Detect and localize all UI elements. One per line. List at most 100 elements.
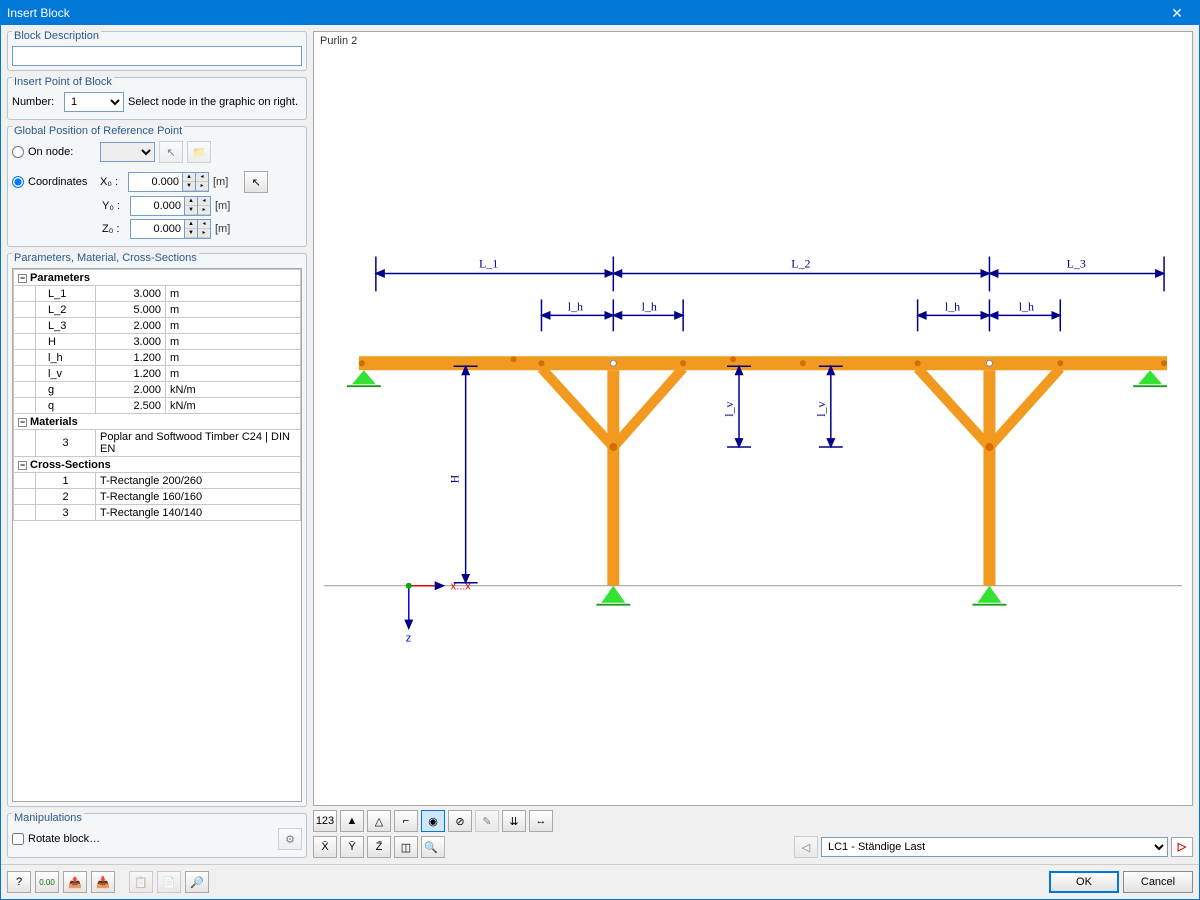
rotate-block-checkbox[interactable] [12,833,24,845]
group-global-position: Global Position of Reference Point On no… [7,126,307,247]
export-a-icon[interactable]: 📤 [63,871,87,893]
cross-section-row[interactable]: 3T-Rectangle 140/140 [14,505,301,521]
y0-input[interactable] [130,196,185,216]
tool-support-b-icon[interactable]: △ [367,810,391,832]
rotate-block-label: Rotate block… [28,833,100,845]
column-2 [983,370,995,586]
y0-label: Y₀ : [102,200,126,212]
tool-loads-icon[interactable]: ⇊ [502,810,526,832]
parameters-grid[interactable]: −ParametersL_13.000mL_25.000mL_32.000mH3… [12,268,302,802]
tool-support-a-icon[interactable]: ▲ [340,810,364,832]
support-right [1138,370,1162,384]
svg-text:l_v: l_v [814,401,828,416]
view-toolbar-2: X̄ Ȳ Z̄ ◫ 🔍 ◁ LC1 - Ständige Last ▷ [313,836,1193,858]
x0-label: X₀ : [100,176,124,188]
svg-text:l_h: l_h [568,299,583,313]
view-z-icon[interactable]: Z̄ [367,836,391,858]
svg-text:L_2: L_2 [791,256,810,270]
clipboard-b-icon[interactable]: 📄 [157,871,181,893]
block-description-input[interactable] [12,46,302,66]
titlebar: Insert Block ✕ [1,1,1199,25]
dialog-footer: ? 0.00 📤 📥 📋 📄 🔎 OK Cancel [1,864,1199,899]
coordinates-radio[interactable] [12,176,24,188]
open-node-icon[interactable]: 📁 [187,141,211,163]
on-node-radio[interactable] [12,146,24,158]
brace-1-left [541,368,613,447]
tool-numbering-icon[interactable]: 123 [313,810,337,832]
support-col2 [977,586,1001,603]
z0-spinner[interactable]: ▲▼ ◂▸ [130,219,211,239]
group-title-block-desc: Block Description [12,30,101,42]
prev-loadcase-icon[interactable]: ◁ [794,836,818,858]
insert-block-dialog: Insert Block ✕ Block Description Insert … [0,0,1200,900]
x0-input[interactable] [128,172,183,192]
param-row[interactable]: L_25.000m [14,302,301,318]
tool-hinge-icon[interactable]: ⊘ [448,810,472,832]
find-icon[interactable]: 🔎 [185,871,209,893]
x0-spinner[interactable]: ▲▼ ◂▸ [128,172,209,192]
structure-diagram: x...x z [314,32,1192,806]
left-panel: Block Description Insert Point of Block … [7,31,307,858]
view-x-icon[interactable]: X̄ [313,836,337,858]
column-1 [607,370,619,586]
param-row[interactable]: L_32.000m [14,318,301,334]
number-select[interactable]: 1 [64,92,124,112]
view-toolbar-1: 123 ▲ △ ⌐ ◉ ⊘ ✎ ⇊ ↔ [313,810,1193,832]
z0-input[interactable] [130,219,185,239]
tool-frame-icon[interactable]: ⌐ [394,810,418,832]
y0-spinner[interactable]: ▲▼ ◂▸ [130,196,211,216]
group-insert-point: Insert Point of Block Number: 1 Select n… [7,77,307,120]
loadcase-select[interactable]: LC1 - Ständige Last [821,837,1168,857]
export-b-icon[interactable]: 📥 [91,871,115,893]
group-block-description: Block Description [7,31,307,71]
support-col1 [601,586,625,603]
on-node-select[interactable] [100,142,155,162]
svg-text:L_3: L_3 [1067,256,1086,270]
svg-text:H: H [448,474,462,483]
param-row[interactable]: l_h1.200m [14,350,301,366]
window-title: Insert Block [7,6,1161,20]
param-row[interactable]: L_13.000m [14,286,301,302]
support-left [352,370,376,384]
ok-button[interactable]: OK [1049,871,1119,893]
dim-lv: l_v l_v [722,366,843,447]
close-icon[interactable]: ✕ [1161,5,1193,22]
units-icon[interactable]: 0.00 [35,871,59,893]
material-row[interactable]: 3Poplar and Softwood Timber C24 | DIN EN [14,430,301,457]
group-manipulations: Manipulations Rotate block… ⚙ [7,813,307,858]
number-label: Number: [12,96,60,108]
param-row[interactable]: l_v1.200m [14,366,301,382]
tool-render-icon[interactable]: ◉ [421,810,445,832]
svg-text:l_h: l_h [642,299,657,313]
view-iso-icon[interactable]: ◫ [394,836,418,858]
param-row[interactable]: q2.500kN/m [14,398,301,414]
cross-section-row[interactable]: 2T-Rectangle 160/160 [14,489,301,505]
brace-2-right [989,368,1060,447]
group-parameters: Parameters, Material, Cross-Sections −Pa… [7,253,307,807]
pick-coords-icon[interactable]: ↖ [244,171,268,193]
clipboard-a-icon[interactable]: 📋 [129,871,153,893]
x0-unit: [m] [213,176,228,188]
axis-z-label: z [406,633,411,645]
svg-text:l_h: l_h [1019,299,1034,313]
help-icon[interactable]: ? [7,871,31,893]
tool-edit-icon[interactable]: ✎ [475,810,499,832]
beam [359,356,1167,370]
axis-origin: x...x z [406,581,472,645]
brace-2-left [918,368,990,447]
svg-text:l_h: l_h [945,299,960,313]
param-row[interactable]: H3.000m [14,334,301,350]
pick-node-icon[interactable]: ↖ [159,141,183,163]
view-zoom-icon[interactable]: 🔍 [421,836,445,858]
view-y-icon[interactable]: Ȳ [340,836,364,858]
preview-area[interactable]: Purlin 2 [313,31,1193,806]
dim-top: L_1 L_2 L_3 [376,256,1164,291]
tool-dimensions-icon[interactable]: ↔ [529,810,553,832]
group-title-manip: Manipulations [12,812,84,824]
param-row[interactable]: g2.000kN/m [14,382,301,398]
dim-H: H [448,366,478,583]
cancel-button[interactable]: Cancel [1123,871,1193,893]
cross-section-row[interactable]: 1T-Rectangle 200/260 [14,473,301,489]
next-loadcase-icon[interactable]: ▷ [1171,837,1193,857]
rotate-settings-icon[interactable]: ⚙ [278,828,302,850]
